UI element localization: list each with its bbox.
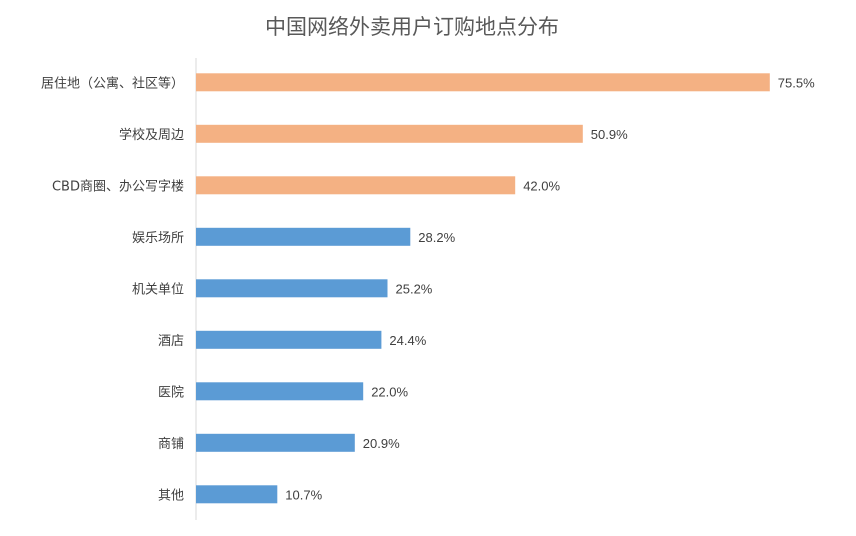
bar-4 (196, 227, 411, 246)
bar-5 (196, 279, 388, 298)
category-label-8: 商铺 (158, 437, 184, 452)
bar-8 (196, 433, 355, 452)
chart-title: 中国网络外卖用户订购地点分布 (265, 15, 559, 39)
value-label-5: 25.2% (396, 281, 433, 296)
category-label-5: 机关单位 (132, 282, 184, 297)
value-label-1: 75.5% (778, 75, 815, 90)
category-label-4: 娱乐场所 (132, 231, 184, 246)
bar-7 (196, 382, 364, 401)
value-label-8: 20.9% (363, 436, 400, 451)
category-label-9: 其他 (158, 488, 184, 503)
category-label-7: 医院 (158, 385, 184, 400)
value-label-9: 10.7% (285, 487, 322, 502)
bar-6 (196, 330, 382, 349)
bar-1 (196, 73, 770, 92)
value-label-4: 28.2% (418, 230, 455, 245)
category-label-1: 居住地（公寓、社区等） (41, 75, 184, 91)
category-label-6: 酒店 (158, 334, 184, 349)
bars-group: 居住地（公寓、社区等） 75.5% 学校及周边 50.9% CBD商圈、办公写字楼 42.… (41, 73, 815, 504)
bar-9 (196, 485, 278, 504)
value-label-6: 24.4% (389, 333, 426, 348)
value-label-2: 50.9% (591, 127, 628, 142)
value-label-7: 22.0% (371, 384, 408, 399)
bar-3 (196, 176, 516, 195)
bar-2 (196, 124, 583, 143)
value-label-3: 42.0% (523, 178, 560, 193)
category-label-3: CBD商圈、办公写字楼 (52, 179, 184, 194)
category-label-2: 学校及周边 (119, 127, 184, 143)
